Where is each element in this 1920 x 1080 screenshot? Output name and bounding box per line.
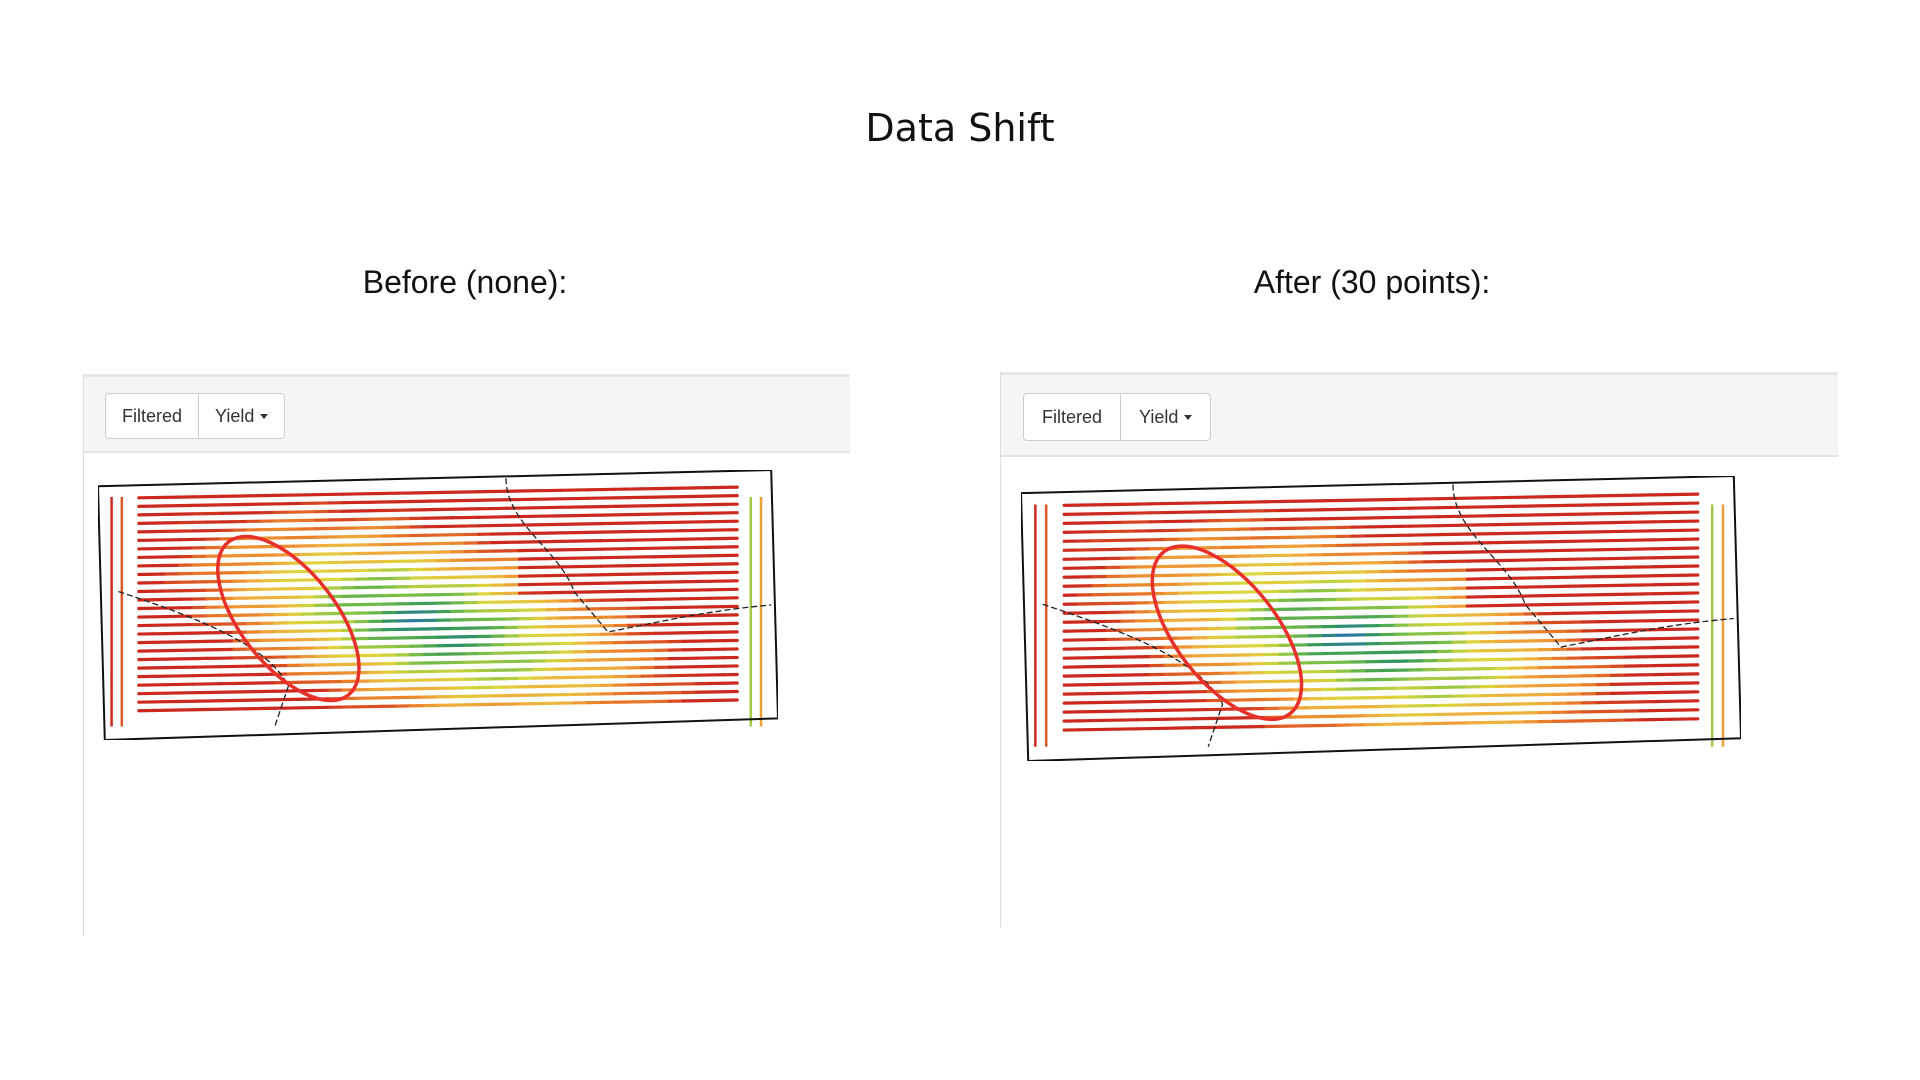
before-panel: Filtered Yield <box>83 374 850 936</box>
yield-map[interactable] <box>1021 476 1741 761</box>
filtered-button[interactable]: Filtered <box>122 405 183 426</box>
highlight-ellipse <box>216 534 361 703</box>
highlight-ellipse <box>1150 544 1304 722</box>
caret-down-icon <box>1184 414 1193 420</box>
field-boundary <box>1021 476 1741 761</box>
page-title: Data Shift <box>865 106 1055 150</box>
layer-button-group: Filtered Yield <box>105 393 286 439</box>
yield-dropdown[interactable]: Yield <box>1120 394 1210 440</box>
caret-down-icon <box>260 413 269 419</box>
zone-line <box>505 478 772 633</box>
yield-label: Yield <box>1139 406 1179 427</box>
yield-dropdown[interactable]: Yield <box>198 394 284 438</box>
field-boundary <box>98 470 778 740</box>
zone-line <box>1452 484 1734 648</box>
yield-label: Yield <box>215 405 255 426</box>
after-heading: After (30 points): <box>1253 264 1491 300</box>
panel-toolbar: Filtered Yield <box>84 374 850 453</box>
panel-toolbar: Filtered Yield <box>1001 372 1838 457</box>
yield-map[interactable] <box>98 470 778 740</box>
zone-line <box>118 590 290 727</box>
after-panel: Filtered Yield <box>1000 372 1838 927</box>
filtered-button[interactable]: Filtered <box>1042 406 1103 427</box>
before-heading: Before (none): <box>362 264 568 300</box>
layer-button-group: Filtered Yield <box>1023 393 1212 441</box>
